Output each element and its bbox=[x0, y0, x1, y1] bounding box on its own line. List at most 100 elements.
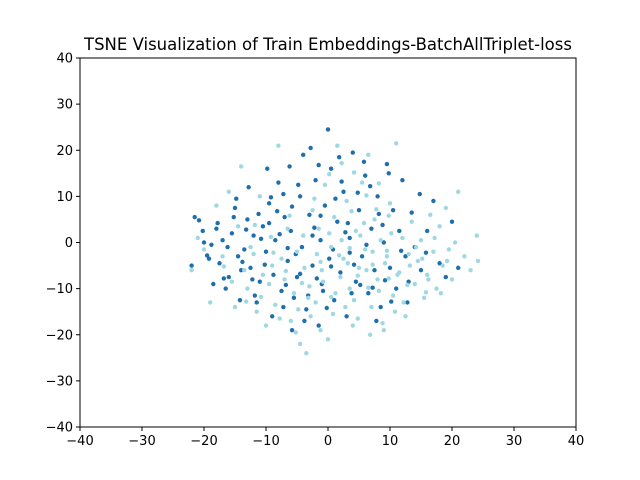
scatter-point-s1-107 bbox=[235, 224, 241, 229]
x-tick-label-4: 0 bbox=[324, 434, 332, 449]
scatter-point-s0-109 bbox=[364, 242, 369, 248]
scatter-point-s0-137 bbox=[328, 264, 334, 269]
y-tick-label-1: −30 bbox=[46, 374, 73, 389]
scatter-point-s0-63 bbox=[375, 194, 380, 199]
scatter-point-s1-94 bbox=[370, 249, 375, 254]
scatter-point-s1-1 bbox=[214, 203, 219, 208]
scatter-point-s1-50 bbox=[409, 219, 414, 224]
scatter-point-s1-66 bbox=[462, 254, 467, 259]
scatter-point-s1-91 bbox=[351, 297, 357, 303]
scatter-point-s1-96 bbox=[382, 261, 388, 266]
scatter-point-s0-100 bbox=[201, 240, 207, 245]
scatter-point-s0-130 bbox=[289, 204, 295, 209]
scatter-point-s1-37 bbox=[369, 304, 374, 310]
scatter-point-s0-85 bbox=[234, 196, 239, 201]
scatter-point-s1-128 bbox=[386, 213, 391, 218]
scatter-point-s1-141 bbox=[243, 299, 249, 304]
scatter-point-s1-137 bbox=[405, 282, 410, 288]
x-tick-label-1: −30 bbox=[128, 434, 155, 449]
scatter-point-s0-31 bbox=[287, 164, 292, 169]
scatter-point-s0-16 bbox=[246, 184, 251, 190]
scatter-point-s0-125 bbox=[339, 179, 344, 184]
scatter-point-s0-56 bbox=[353, 279, 359, 284]
scatter-point-s1-40 bbox=[378, 237, 383, 243]
scatter-point-s1-131 bbox=[299, 280, 305, 286]
y-tick-label-0: −40 bbox=[46, 421, 73, 436]
scatter-point-s1-81 bbox=[291, 291, 297, 296]
scatter-point-s1-17 bbox=[307, 284, 312, 289]
scatter-point-s1-61 bbox=[443, 205, 448, 211]
scatter-point-s0-1 bbox=[196, 218, 202, 223]
scatter-point-s1-22 bbox=[322, 182, 328, 188]
scatter-point-s0-42 bbox=[316, 323, 321, 328]
scatter-point-s1-15 bbox=[301, 233, 306, 238]
scatter-point-s1-130 bbox=[283, 268, 289, 274]
scatter-point-s1-142 bbox=[221, 264, 227, 269]
scatter-point-s1-113 bbox=[318, 327, 323, 333]
scatter-point-s1-35 bbox=[363, 247, 368, 252]
scatter-point-s0-46 bbox=[325, 127, 331, 132]
scatter-point-s0-113 bbox=[231, 214, 236, 220]
scatter-point-s1-90 bbox=[345, 261, 351, 266]
x-tick-label-0: −40 bbox=[66, 434, 93, 449]
scatter-point-s0-143 bbox=[221, 276, 227, 281]
scatter-point-s1-103 bbox=[426, 277, 431, 282]
scatter-point-s1-19 bbox=[313, 300, 318, 305]
scatter-point-s1-109 bbox=[260, 272, 266, 277]
scatter-point-s0-115 bbox=[268, 195, 274, 200]
scatter-point-s1-83 bbox=[302, 265, 307, 271]
scatter-point-s1-34 bbox=[359, 180, 365, 185]
scatter-point-s0-2 bbox=[200, 228, 205, 234]
scatter-point-s1-93 bbox=[364, 267, 369, 273]
scatter-point-s1-99 bbox=[401, 300, 406, 305]
scatter-point-s0-126 bbox=[370, 285, 375, 290]
scatter-point-s0-35 bbox=[297, 194, 303, 199]
scatter-point-s0-38 bbox=[304, 307, 309, 312]
scatter-point-s1-114 bbox=[330, 311, 336, 317]
scatter-point-s0-147 bbox=[316, 162, 321, 168]
scatter-point-s0-132 bbox=[355, 190, 360, 195]
scatter-point-s1-105 bbox=[438, 291, 444, 296]
scatter-point-s0-134 bbox=[423, 250, 429, 255]
scatter-point-s0-6 bbox=[217, 261, 222, 266]
scatter-point-s1-58 bbox=[434, 286, 439, 291]
scatter-point-s0-80 bbox=[443, 274, 448, 280]
scatter-point-s1-59 bbox=[437, 224, 442, 229]
scatter-point-s0-81 bbox=[449, 219, 455, 224]
plot-area-frame bbox=[79, 57, 577, 428]
scatter-point-s1-67 bbox=[468, 267, 473, 273]
points-layer bbox=[189, 127, 481, 356]
scatter-point-s1-4 bbox=[239, 164, 244, 169]
scatter-point-s1-68 bbox=[474, 233, 479, 238]
scatter-point-s0-146 bbox=[297, 271, 303, 277]
scatter-point-s0-26 bbox=[273, 237, 278, 243]
scatter-point-s1-39 bbox=[375, 277, 380, 282]
scatter-point-s0-136 bbox=[318, 213, 323, 218]
scatter-point-s0-92 bbox=[320, 288, 326, 294]
scatter-point-s1-23 bbox=[325, 337, 331, 342]
scatter-point-s0-96 bbox=[374, 318, 379, 324]
scatter-point-s1-63 bbox=[449, 277, 455, 282]
scatter-point-s1-57 bbox=[431, 249, 436, 254]
scatter-point-s1-42 bbox=[384, 254, 390, 259]
scatter-point-s0-122 bbox=[382, 278, 388, 283]
scatter-point-s1-129 bbox=[349, 208, 354, 214]
scatter-point-s0-37 bbox=[301, 152, 306, 158]
scatter-point-s0-45 bbox=[322, 203, 328, 208]
scatter-point-s0-101 bbox=[225, 244, 230, 250]
x-tick-label-8: 40 bbox=[568, 434, 585, 449]
scatter-point-s1-135 bbox=[370, 262, 375, 267]
scatter-point-s0-20 bbox=[257, 279, 262, 284]
scatter-point-s1-3 bbox=[232, 304, 238, 310]
scatter-point-s0-18 bbox=[251, 233, 256, 238]
scatter-point-s0-14 bbox=[242, 247, 247, 252]
scatter-point-s1-88 bbox=[333, 291, 338, 296]
scatter-point-s1-28 bbox=[341, 256, 346, 261]
scatter-point-s1-82 bbox=[296, 307, 301, 312]
scatter-point-s0-102 bbox=[243, 227, 249, 232]
scatter-point-s1-87 bbox=[327, 231, 332, 236]
scatter-point-s1-133 bbox=[336, 253, 342, 258]
scatter-point-s0-4 bbox=[209, 242, 214, 248]
scatter-point-s0-68 bbox=[390, 208, 396, 213]
